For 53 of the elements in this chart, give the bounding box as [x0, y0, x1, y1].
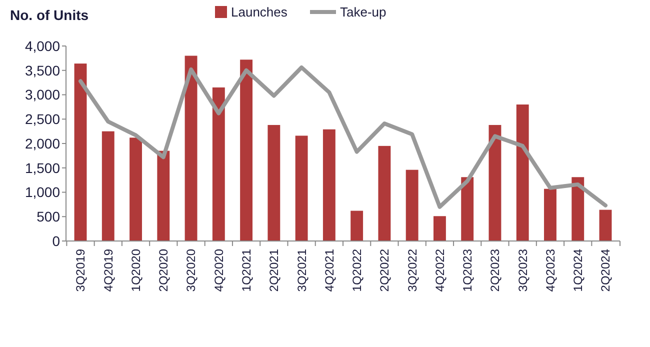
x-tick-label: 1Q2021 [239, 248, 254, 292]
x-tick-label: 4Q2020 [212, 248, 226, 292]
legend-label: Take-up [340, 4, 386, 20]
y-tick-label: 3,000 [24, 86, 60, 103]
bar [406, 170, 418, 241]
x-tick-label: 2Q2024 [598, 248, 613, 292]
x-tick-label: 4Q2022 [432, 248, 447, 292]
line-series [78, 65, 608, 209]
x-tick-label: 2Q2023 [488, 248, 502, 292]
bar [74, 64, 87, 241]
bar [461, 177, 474, 241]
x-tick-label: 3Q2019 [74, 248, 88, 292]
x-tick-label: 2Q2020 [156, 248, 171, 292]
legend-label: Launches [231, 4, 288, 20]
bar [516, 104, 529, 241]
x-tick-label: 3Q2021 [294, 248, 309, 292]
bar [433, 216, 446, 241]
y-tick-label: 500 [36, 208, 60, 225]
bar [544, 188, 556, 241]
x-tick-label: 4Q2021 [322, 248, 336, 292]
x-tick-label: 3Q2020 [184, 248, 198, 292]
y-tick-label: 4,000 [24, 38, 60, 54]
bar [130, 138, 142, 241]
bar [350, 210, 364, 241]
bar [378, 146, 391, 241]
y-tick-label: 0 [52, 232, 60, 249]
bar [240, 60, 253, 241]
y-tick-label: 2,500 [24, 111, 60, 128]
x-tick-label: 1Q2020 [128, 248, 143, 292]
bar [184, 56, 198, 241]
chart-title: No. of Units [10, 7, 89, 23]
x-tick-label: 2Q2022 [378, 248, 392, 292]
x-tick-label: 4Q2023 [543, 248, 558, 292]
y-tick-label: 3,500 [24, 62, 60, 78]
x-tick-label: 2Q2021 [267, 248, 282, 292]
bar [102, 131, 114, 241]
bar [212, 87, 225, 241]
bar [572, 177, 584, 241]
y-tick-label: 1,000 [24, 184, 60, 200]
bar [599, 210, 612, 241]
x-tick-label: 3Q2023 [516, 248, 530, 292]
x-tick-label: 1Q2023 [460, 248, 475, 292]
bar [268, 124, 280, 241]
x-tick-label: 1Q2024 [571, 248, 586, 292]
bar [488, 124, 502, 241]
x-tick-label: 1Q2022 [350, 248, 364, 292]
y-tick-label: 2,000 [24, 135, 60, 152]
x-tick-label: 3Q2022 [405, 248, 420, 292]
x-tick-label: 4Q2019 [101, 248, 116, 292]
bar [322, 129, 336, 241]
y-tick-label: 1,500 [24, 160, 60, 176]
bar [295, 136, 308, 241]
bar [157, 150, 170, 241]
